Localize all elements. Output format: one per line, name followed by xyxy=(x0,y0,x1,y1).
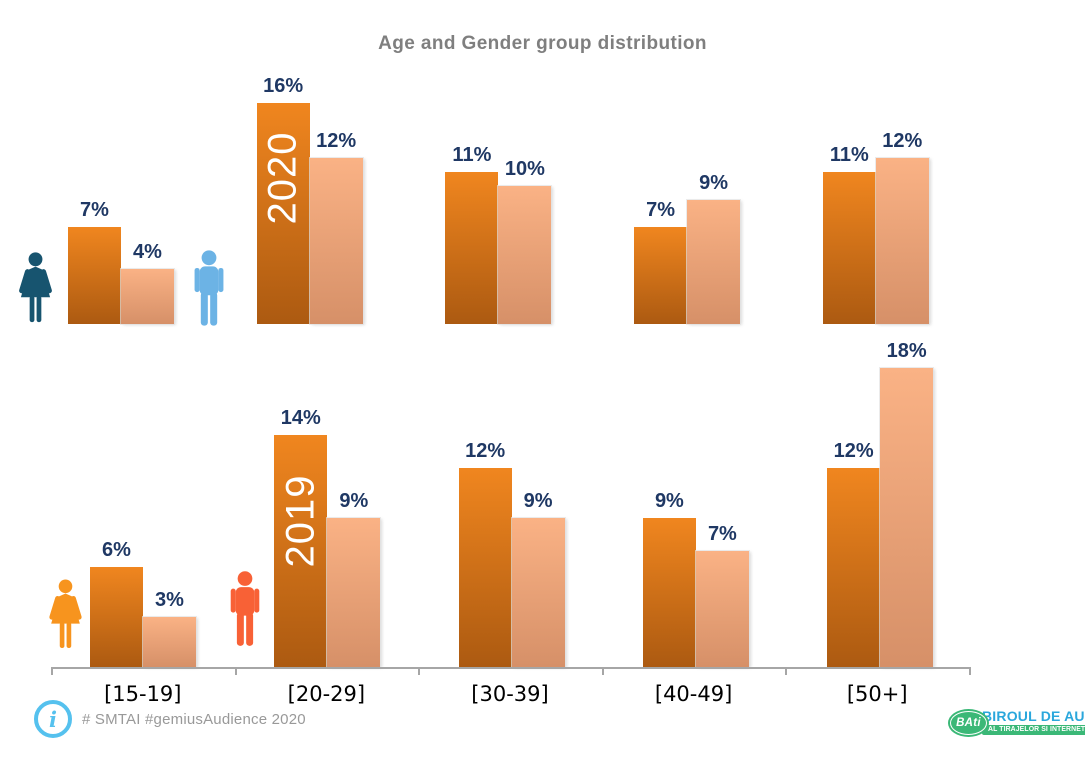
value-label-2020-male-50: 12% xyxy=(882,130,923,153)
bati-logo-line2: AL TIRAJELOR SI INTERNETULUI xyxy=(982,724,1085,735)
value-label-2020-female-30-39: 11% xyxy=(452,144,492,167)
bati-logo-text: BIROUL DE AUDIT AL TIRAJELOR SI INTERNET… xyxy=(982,708,1085,735)
x-axis-tick xyxy=(969,667,971,675)
x-axis-tick xyxy=(51,667,53,675)
value-label-2019-male-15-19: 3% xyxy=(155,589,184,612)
footer: i # SMTAI #gemiusAudience 2020 xyxy=(34,700,306,738)
info-icon: i xyxy=(34,700,72,738)
value-label-2019-male-40-49: 7% xyxy=(707,522,737,545)
value-label-2020-male-20-29: 12% xyxy=(316,130,357,153)
bar-2020-female-15-19 xyxy=(68,227,121,324)
bar-2020-male-15-19 xyxy=(120,267,175,325)
value-label-2020-male-40-49: 9% xyxy=(699,171,729,194)
bar-2020-female-30-39 xyxy=(445,172,499,324)
female-icon xyxy=(49,579,82,648)
value-label-2019-female-20-29: 14% xyxy=(280,406,321,429)
value-label-2019-female-30-39: 12% xyxy=(465,439,506,462)
bar-2019-male-40-49 xyxy=(694,549,750,668)
bar-2020-female-20-29 xyxy=(256,103,310,324)
x-axis-tick xyxy=(234,667,237,675)
x-axis xyxy=(51,667,969,669)
bar-2020-female-50 xyxy=(822,172,876,324)
value-label-2019-female-15-19: 6% xyxy=(102,539,131,562)
bar-2020-male-30-39 xyxy=(497,185,553,325)
value-label-2019-female-50: 12% xyxy=(833,439,874,462)
male-icon xyxy=(230,571,260,646)
bati-logo: BAti BIROUL DE AUDIT AL TIRAJELOR SI INT… xyxy=(948,708,1085,737)
chart-title: Age and Gender group distribution xyxy=(378,33,707,54)
bar-2020-male-50 xyxy=(874,157,930,325)
bar-2020-male-20-29 xyxy=(308,157,364,325)
value-label-2020-female-15-19: 7% xyxy=(80,199,109,222)
bar-2020-male-40-49 xyxy=(686,198,742,325)
female-icon xyxy=(19,252,52,323)
bar-2019-female-20-29 xyxy=(274,434,328,667)
info-icon-glyph: i xyxy=(49,706,57,732)
x-axis-label: [15-19] xyxy=(104,682,182,706)
year-label-2019: 2019 xyxy=(278,474,323,568)
x-axis-label: [40-49] xyxy=(654,682,733,706)
value-label-2019-male-30-39: 9% xyxy=(523,489,553,512)
x-axis-label: [30-39] xyxy=(471,682,549,706)
bati-logo-abbr: BAti xyxy=(950,711,987,735)
value-label-2020-female-50: 11% xyxy=(829,144,869,167)
bar-2019-female-40-49 xyxy=(642,517,696,667)
x-axis-tick xyxy=(601,667,604,675)
value-label-2019-male-50: 18% xyxy=(886,340,927,363)
value-label-2020-male-30-39: 10% xyxy=(504,158,545,180)
bar-2019-female-50 xyxy=(827,467,881,667)
bar-2019-male-15-19 xyxy=(142,616,197,668)
bati-logo-oval-icon: BAti xyxy=(948,709,989,737)
bar-2019-female-15-19 xyxy=(90,567,143,667)
x-axis-tick xyxy=(418,667,421,675)
male-icon xyxy=(194,250,224,326)
x-axis-label: [50+] xyxy=(846,682,908,706)
x-axis-label: [20-29] xyxy=(287,682,366,706)
hashtag-text: # SMTAI #gemiusAudience 2020 xyxy=(82,710,306,728)
bar-2019-male-30-39 xyxy=(510,516,566,668)
bar-2019-female-30-39 xyxy=(458,467,512,667)
bati-logo-line1: BIROUL DE AUDIT xyxy=(982,708,1085,724)
x-axis-tick xyxy=(785,667,788,675)
value-label-2019-female-40-49: 9% xyxy=(654,489,684,512)
bar-2020-female-40-49 xyxy=(634,227,688,324)
value-label-2020-female-20-29: 16% xyxy=(263,75,304,98)
value-label-2020-female-40-49: 7% xyxy=(646,199,676,222)
value-label-2020-male-15-19: 4% xyxy=(133,240,162,263)
bar-2019-male-20-29 xyxy=(326,516,382,668)
bar-2019-male-50 xyxy=(879,367,935,668)
value-label-2019-male-20-29: 9% xyxy=(339,489,369,512)
